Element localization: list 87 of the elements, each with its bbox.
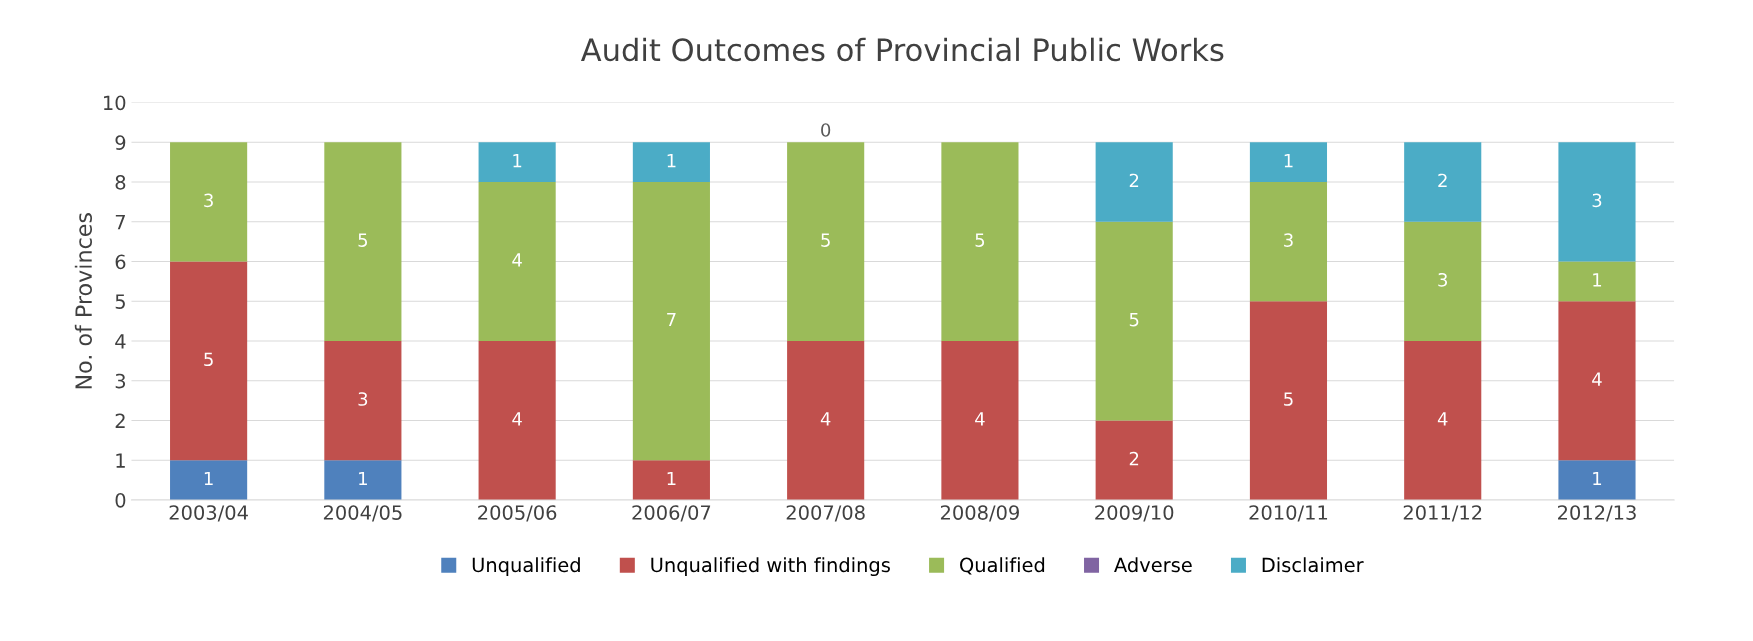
data-label: 4 <box>1437 412 1448 426</box>
x-tick-label: 2012/13 <box>1558 505 1636 522</box>
bar <box>1095 142 1173 222</box>
legend-label: Adverse <box>1114 557 1192 573</box>
bar <box>787 341 865 500</box>
bar <box>324 341 402 461</box>
bar <box>1404 341 1482 500</box>
data-label: 2 <box>1129 451 1139 466</box>
y-tick-label: 10 <box>104 95 126 111</box>
data-label: 1 <box>513 153 522 168</box>
bar <box>170 142 248 262</box>
y-tick-label: 4 <box>115 334 126 349</box>
x-tick-label: 2009/10 <box>1095 505 1174 522</box>
legend-label: Unqualified <box>472 557 580 577</box>
bar <box>1558 142 1636 262</box>
data-label: 4 <box>512 253 522 267</box>
bar <box>632 460 710 500</box>
data-label: 4 <box>1592 372 1602 386</box>
data-label: 3 <box>1438 272 1448 287</box>
data-label: 1 <box>1593 273 1602 287</box>
legend-label: Unqualified with findings <box>651 557 890 577</box>
x-tick-label: 2004/05 <box>323 505 402 522</box>
data-label: 3 <box>358 392 368 406</box>
bar <box>1404 142 1482 222</box>
y-tick-label: 3 <box>115 373 126 389</box>
data-label: 1 <box>1593 471 1602 486</box>
bar <box>1558 460 1636 500</box>
bar <box>632 142 710 183</box>
bar <box>941 341 1019 500</box>
data-label: 0 <box>821 123 831 137</box>
x-tick-label: 2003/04 <box>169 505 248 522</box>
y-tick-label: 9 <box>115 135 126 150</box>
data-label: 5 <box>1129 312 1139 327</box>
data-label: 1 <box>667 471 676 486</box>
x-tick-label: 2008/09 <box>940 505 1019 522</box>
x-tick-label: 2006/07 <box>632 505 711 522</box>
data-label: 3 <box>1592 193 1602 208</box>
data-label: 1 <box>1284 153 1293 168</box>
data-label: 5 <box>1284 392 1293 406</box>
bar <box>170 460 248 500</box>
y-tick-label: 5 <box>115 294 125 309</box>
data-label: 2 <box>1438 173 1447 188</box>
x-tick-label: 2007/08 <box>786 505 865 522</box>
bar <box>1249 142 1328 183</box>
bar <box>478 182 556 342</box>
data-label: 4 <box>820 412 831 426</box>
y-axis-title: No. of Provinces <box>74 213 93 389</box>
bar <box>1249 301 1328 500</box>
y-tick-label: 2 <box>115 413 125 428</box>
bar <box>941 142 1019 342</box>
bar <box>1249 182 1328 302</box>
bar <box>632 182 710 461</box>
x-tick-label: 2010/11 <box>1249 505 1328 522</box>
y-tick-label: 8 <box>115 175 126 190</box>
bar <box>478 341 556 500</box>
data-label: 1 <box>204 471 213 486</box>
x-tick-label: 2005/06 <box>478 505 557 522</box>
data-label: 5 <box>975 233 985 247</box>
data-label: 1 <box>359 471 367 486</box>
data-label: 4 <box>975 412 985 426</box>
bar <box>1558 261 1636 302</box>
legend-label: Disclaimer <box>1262 557 1364 573</box>
data-label: 4 <box>512 412 522 426</box>
data-label: 5 <box>358 233 368 247</box>
data-label: 3 <box>204 193 213 208</box>
y-tick-label: 1 <box>116 453 125 468</box>
bar <box>324 460 402 500</box>
data-label: 2 <box>1129 173 1139 188</box>
bar <box>1404 221 1482 342</box>
x-tick-label: 2011/12 <box>1403 505 1482 522</box>
data-label: 7 <box>667 312 676 327</box>
bar <box>324 142 402 342</box>
bar <box>787 142 865 342</box>
bar <box>170 261 248 461</box>
data-label: 3 <box>1284 233 1293 247</box>
bar <box>478 142 556 183</box>
bar <box>1558 301 1636 461</box>
data-label: 5 <box>204 352 213 367</box>
data-label: 1 <box>667 153 676 168</box>
bar <box>1095 221 1173 421</box>
chart-title: Audit Outcomes of Provincial Public Works <box>580 37 1224 62</box>
y-tick-label: 6 <box>115 254 126 270</box>
legend-label: Qualified <box>960 557 1045 575</box>
y-tick-label: 0 <box>115 492 126 508</box>
bar <box>1095 420 1173 500</box>
y-tick-label: 7 <box>115 215 125 230</box>
data-label: 5 <box>821 233 830 247</box>
